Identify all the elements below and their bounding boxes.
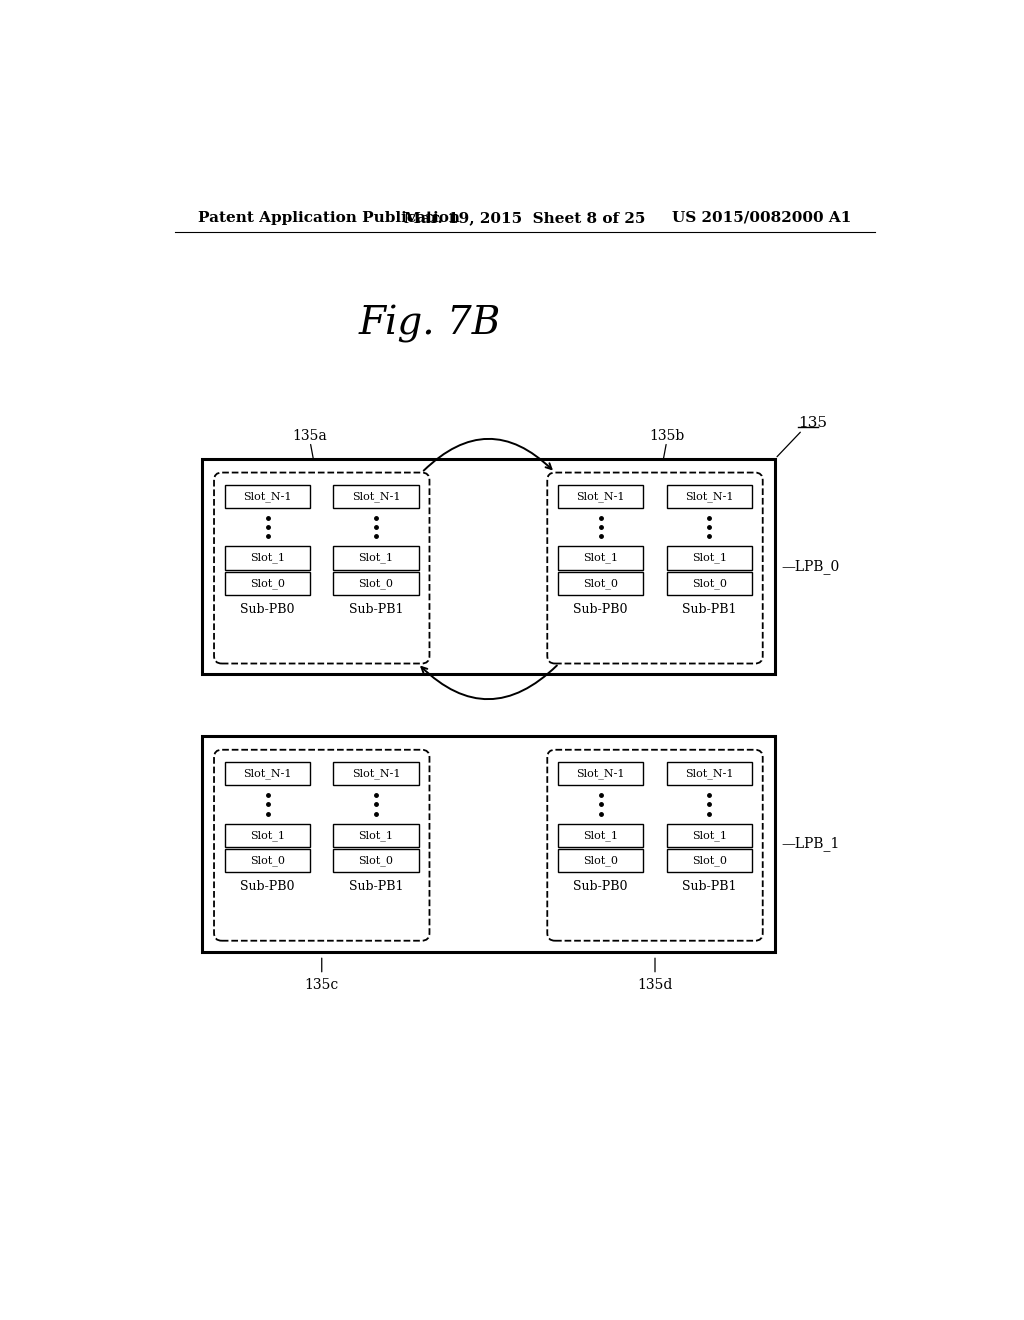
Bar: [334, 762, 419, 785]
Text: Slot_0: Slot_0: [358, 855, 393, 866]
Text: Slot_N-1: Slot_N-1: [685, 768, 733, 779]
Bar: [225, 572, 310, 595]
Text: Slot_1: Slot_1: [358, 830, 393, 841]
Text: Slot_N-1: Slot_N-1: [352, 491, 400, 502]
Text: 135b: 135b: [649, 429, 684, 444]
Bar: [558, 484, 643, 508]
Bar: [667, 849, 752, 873]
Text: Sub-PB0: Sub-PB0: [573, 880, 628, 892]
Text: US 2015/0082000 A1: US 2015/0082000 A1: [673, 211, 852, 224]
Bar: [202, 737, 775, 952]
Bar: [334, 824, 419, 847]
Text: Slot_1: Slot_1: [584, 830, 618, 841]
Text: Slot_N-1: Slot_N-1: [685, 491, 733, 502]
Bar: [225, 546, 310, 570]
Text: Slot_0: Slot_0: [584, 855, 618, 866]
Text: Slot_1: Slot_1: [358, 553, 393, 564]
Text: Sub-PB0: Sub-PB0: [241, 603, 295, 615]
Text: Sub-PB1: Sub-PB1: [682, 603, 736, 615]
Text: Slot_0: Slot_0: [584, 578, 618, 589]
Text: Slot_N-1: Slot_N-1: [577, 491, 625, 502]
Bar: [334, 849, 419, 873]
Bar: [334, 572, 419, 595]
Text: 135c: 135c: [304, 978, 339, 993]
Text: —LPB_1: —LPB_1: [781, 837, 840, 851]
Text: Fig. 7B: Fig. 7B: [359, 305, 502, 343]
Text: Slot_N-1: Slot_N-1: [352, 768, 400, 779]
Text: Slot_N-1: Slot_N-1: [577, 768, 625, 779]
Bar: [225, 484, 310, 508]
Text: Sub-PB0: Sub-PB0: [241, 880, 295, 892]
Text: Slot_0: Slot_0: [692, 855, 727, 866]
Bar: [558, 762, 643, 785]
Text: 135: 135: [799, 416, 827, 430]
Bar: [225, 849, 310, 873]
Text: Sub-PB1: Sub-PB1: [349, 880, 403, 892]
Bar: [334, 484, 419, 508]
Text: Slot_1: Slot_1: [692, 553, 727, 564]
Bar: [667, 762, 752, 785]
Bar: [225, 762, 310, 785]
Text: Slot_1: Slot_1: [250, 553, 285, 564]
Bar: [202, 459, 775, 675]
Text: —LPB_0: —LPB_0: [781, 560, 840, 574]
Text: Slot_0: Slot_0: [250, 578, 285, 589]
Text: Slot_1: Slot_1: [250, 830, 285, 841]
Text: Mar. 19, 2015  Sheet 8 of 25: Mar. 19, 2015 Sheet 8 of 25: [404, 211, 645, 224]
Text: Slot_0: Slot_0: [358, 578, 393, 589]
Bar: [667, 572, 752, 595]
Bar: [558, 546, 643, 570]
Bar: [558, 849, 643, 873]
Bar: [558, 824, 643, 847]
Text: 135a: 135a: [293, 429, 328, 444]
Text: Slot_0: Slot_0: [250, 855, 285, 866]
Text: Slot_1: Slot_1: [584, 553, 618, 564]
Bar: [667, 824, 752, 847]
Bar: [667, 484, 752, 508]
Text: 135d: 135d: [637, 978, 673, 993]
Text: Patent Application Publication: Patent Application Publication: [198, 211, 460, 224]
Text: Slot_N-1: Slot_N-1: [244, 768, 292, 779]
Text: Slot_0: Slot_0: [692, 578, 727, 589]
Bar: [558, 572, 643, 595]
Bar: [667, 546, 752, 570]
Bar: [334, 546, 419, 570]
Bar: [225, 824, 310, 847]
Text: Slot_N-1: Slot_N-1: [244, 491, 292, 502]
Text: Sub-PB0: Sub-PB0: [573, 603, 628, 615]
Text: Sub-PB1: Sub-PB1: [349, 603, 403, 615]
Text: Slot_1: Slot_1: [692, 830, 727, 841]
Text: Sub-PB1: Sub-PB1: [682, 880, 736, 892]
